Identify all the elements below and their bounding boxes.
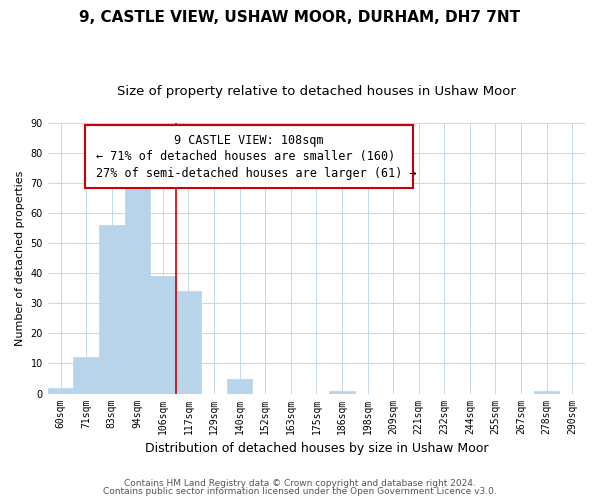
Bar bbox=[73, 358, 99, 394]
Text: Contains HM Land Registry data © Crown copyright and database right 2024.: Contains HM Land Registry data © Crown c… bbox=[124, 478, 476, 488]
Text: 9, CASTLE VIEW, USHAW MOOR, DURHAM, DH7 7NT: 9, CASTLE VIEW, USHAW MOOR, DURHAM, DH7 … bbox=[79, 10, 521, 25]
Bar bbox=[48, 388, 73, 394]
Bar bbox=[227, 378, 253, 394]
Text: 9 CASTLE VIEW: 108sqm: 9 CASTLE VIEW: 108sqm bbox=[175, 134, 324, 146]
Bar bbox=[176, 292, 201, 394]
Text: 27% of semi-detached houses are larger (61) →: 27% of semi-detached houses are larger (… bbox=[96, 168, 417, 180]
FancyBboxPatch shape bbox=[85, 126, 413, 188]
Bar bbox=[329, 390, 355, 394]
Y-axis label: Number of detached properties: Number of detached properties bbox=[15, 170, 25, 346]
Title: Size of property relative to detached houses in Ushaw Moor: Size of property relative to detached ho… bbox=[117, 85, 516, 98]
Bar bbox=[99, 225, 125, 394]
Text: Contains public sector information licensed under the Open Government Licence v3: Contains public sector information licen… bbox=[103, 487, 497, 496]
Bar bbox=[534, 390, 559, 394]
Bar bbox=[150, 276, 176, 394]
Text: ← 71% of detached houses are smaller (160): ← 71% of detached houses are smaller (16… bbox=[96, 150, 395, 163]
Bar bbox=[125, 168, 150, 394]
X-axis label: Distribution of detached houses by size in Ushaw Moor: Distribution of detached houses by size … bbox=[145, 442, 488, 455]
